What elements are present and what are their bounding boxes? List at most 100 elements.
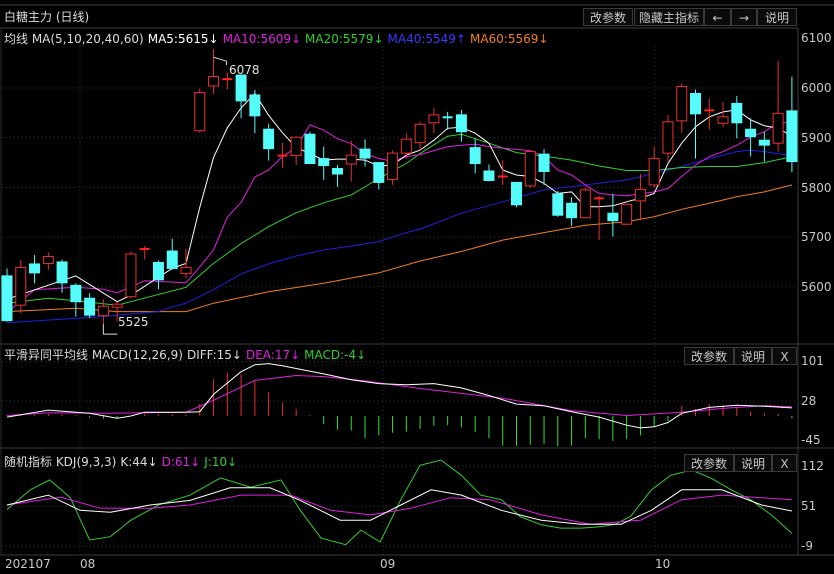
price-tick: 6000 — [801, 81, 832, 95]
d-value: D:61↓ — [161, 455, 201, 469]
ma-legend: 均线 MA(5,10,20,40,60) MA5:5615↓ MA10:5609↓ M… — [4, 30, 552, 47]
candle-body — [786, 110, 798, 163]
macd-tick: -45 — [801, 433, 821, 447]
candle-body — [84, 297, 96, 316]
ma40-value: MA40:5549↑ — [387, 32, 466, 46]
candle-body — [1, 275, 13, 322]
candle-body — [331, 168, 343, 175]
candle-body — [524, 151, 536, 187]
price-tick: 6100 — [801, 31, 832, 45]
candle-body — [29, 263, 41, 274]
k-line — [6, 487, 792, 525]
macd-legend-name: 平滑异同平均线 MACD(12,26,9) — [4, 348, 183, 362]
ma40-line — [6, 149, 792, 324]
candle-body — [772, 112, 784, 144]
candle-body — [552, 193, 564, 216]
kdj-tick: 51 — [801, 499, 817, 513]
price-tick: 5700 — [801, 230, 832, 244]
candle-body — [717, 116, 729, 124]
candle-body — [414, 123, 426, 144]
arrow-left-icon[interactable]: ← — [704, 8, 731, 26]
ma60-value: MA60:5569↓ — [469, 32, 549, 46]
candle-body — [566, 202, 578, 219]
j-line — [6, 459, 793, 546]
ma20-value: MA20:5579↓ — [305, 32, 384, 46]
candle-body — [634, 188, 646, 202]
price-tick: 5900 — [801, 131, 832, 145]
ma10-value: MA10:5609↓ — [222, 32, 302, 46]
candle-body — [70, 284, 82, 303]
candle-body — [194, 91, 206, 132]
high-marker — [213, 56, 228, 66]
ma10-line — [6, 122, 792, 313]
arrow-right-icon[interactable]: → — [731, 8, 757, 26]
date-label: 202107 — [5, 557, 51, 571]
macd-tick: 101 — [801, 354, 824, 368]
macd-help-button[interactable]: 说明 — [734, 347, 772, 365]
candle-body — [538, 153, 550, 172]
candle-body — [152, 261, 164, 281]
kdj-tick: 112 — [801, 459, 824, 473]
high-annotation: 6078 — [229, 63, 260, 77]
candle-body — [690, 92, 701, 115]
kdj-edit-params-button[interactable]: 改参数 — [684, 454, 734, 472]
candle-body — [125, 253, 137, 298]
date-label: 09 — [380, 557, 396, 571]
candle-body — [318, 158, 330, 167]
help-button[interactable]: 说明 — [757, 8, 797, 26]
candle-body — [387, 152, 399, 180]
candle-body — [208, 76, 220, 87]
candle-body — [97, 305, 109, 317]
candle-body — [180, 266, 192, 274]
candle-body — [304, 133, 316, 165]
kdj-legend-name: 随机指标 KDJ(9,3,3) — [4, 455, 117, 469]
candle-body — [662, 121, 674, 154]
candle-body — [469, 147, 481, 165]
kdj-legend: 随机指标 KDJ(9,3,3) K:44↓ D:61↓ J:10↓ — [4, 453, 241, 470]
candle-body — [166, 250, 178, 269]
macd-legend: 平滑异同平均线 MACD(12,26,9) DIFF:15↓ DEA:17↓ MACD… — [4, 346, 370, 363]
candle-body — [676, 86, 688, 122]
candle-body — [758, 139, 770, 146]
edit-params-button[interactable]: 改参数 — [583, 8, 633, 26]
dea-line — [6, 374, 792, 417]
kdj-close-icon[interactable]: X — [772, 454, 797, 472]
candle-body — [56, 261, 68, 284]
candle-body — [373, 162, 385, 183]
low-annotation: 5525 — [118, 315, 149, 329]
instrument-title: 白糖主力 (日线) — [4, 10, 90, 24]
candle-body — [235, 74, 247, 102]
candle-body — [263, 128, 275, 150]
candle-body — [483, 170, 495, 181]
candle-body — [579, 189, 591, 219]
candle-body — [428, 114, 440, 124]
candle-body — [345, 154, 357, 165]
hide-main-indicator-button[interactable]: 隐藏主指标 — [634, 8, 704, 26]
candle-body — [455, 114, 467, 133]
macd-edit-params-button[interactable]: 改参数 — [684, 347, 734, 365]
candle-body — [648, 158, 660, 186]
d-line — [6, 494, 792, 525]
diff-line — [6, 363, 792, 429]
candle-body — [400, 138, 412, 154]
candle-body — [111, 303, 123, 308]
date-label: 10 — [655, 557, 671, 571]
ma60-line — [6, 184, 793, 313]
diff-value: DIFF:15↓ — [186, 348, 242, 362]
date-label: 08 — [80, 557, 96, 571]
low-marker — [102, 324, 118, 335]
ma5-line — [6, 92, 793, 303]
macd-close-icon[interactable]: X — [772, 347, 797, 365]
j-value: J:10↓ — [204, 455, 238, 469]
candle-body — [290, 136, 302, 157]
ma20-line — [6, 133, 793, 306]
candle-body — [42, 255, 54, 264]
kdj-tick: -9 — [801, 539, 813, 553]
candle-body — [249, 94, 261, 117]
candle-body — [15, 266, 27, 306]
candle-body — [731, 102, 743, 124]
candle-body — [621, 203, 633, 225]
candle-body — [510, 181, 522, 206]
kdj-help-button[interactable]: 说明 — [734, 454, 772, 472]
